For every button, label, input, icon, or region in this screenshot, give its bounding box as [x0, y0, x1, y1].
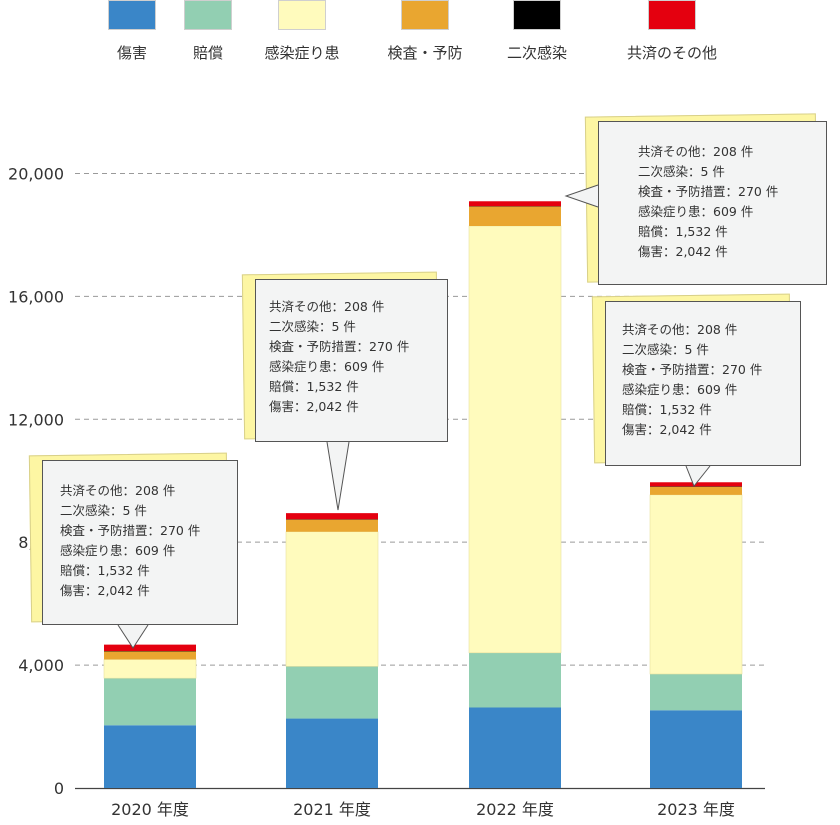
tooltip-line: 賠償：1,532 件 — [638, 224, 728, 239]
bar-segment — [103, 659, 197, 679]
legend-label: 二次感染 — [507, 44, 568, 62]
tooltip-line: 傷害：2,042 件 — [60, 583, 150, 598]
tooltip-text: 共済その他：208 件二次感染：5 件検査・予防措置：270 件感染症り患：60… — [269, 297, 409, 417]
bar-segment — [286, 513, 378, 520]
tooltip-line: 二次感染：5 件 — [60, 503, 147, 518]
bar-segment — [469, 206, 561, 226]
bar-stack — [649, 482, 743, 788]
bar-segment — [469, 707, 561, 788]
tooltip-line: 共済その他：208 件 — [269, 299, 385, 314]
tooltip-line: 賠償：1,532 件 — [269, 379, 359, 394]
tooltip-line: 共済その他：208 件 — [638, 144, 754, 159]
tooltip-line: 傷害：2,042 件 — [622, 422, 712, 437]
tooltip-line: 検査・予防措置：270 件 — [269, 339, 410, 354]
y-tick-label: 12,000 — [8, 410, 64, 429]
bar-segment — [650, 482, 742, 487]
x-tick-label: 2020 年度 — [111, 800, 189, 819]
legend-swatch — [278, 0, 326, 30]
legend-label: 賠償 — [192, 44, 223, 62]
bar-stack — [468, 201, 562, 788]
tooltip-line: 二次感染：5 件 — [622, 342, 709, 357]
tooltip-line: 傷害：2,042 件 — [269, 399, 359, 414]
tooltip-box — [605, 301, 801, 466]
y-tick-label: 0 — [54, 779, 64, 798]
legend-label: 検査・予防 — [387, 44, 463, 62]
bar-stack — [103, 644, 197, 788]
chart-legend: 傷害 賠償 感染症り患 検査・予防 二次感染 共済のその他 — [0, 0, 840, 80]
tooltip-line: 二次感染：5 件 — [638, 164, 725, 179]
bar-segment — [286, 718, 378, 788]
bar-segment — [286, 519, 378, 532]
bar-segment — [650, 674, 742, 711]
tooltip-box — [255, 279, 448, 442]
bar-segment — [649, 494, 743, 675]
bar-stack — [285, 513, 379, 788]
x-tick-label: 2021 年度 — [293, 800, 371, 819]
legend-item: 共済のその他 — [627, 0, 717, 63]
tooltip-text: 共済その他：208 件二次感染：5 件検査・予防措置：270 件感染症り患：60… — [638, 142, 778, 262]
tooltip-line: 感染症り患：609 件 — [60, 543, 176, 558]
bar-segment — [469, 201, 561, 207]
bar-segment — [285, 531, 379, 667]
legend-swatch — [648, 0, 696, 30]
legend-label: 傷害 — [116, 44, 147, 62]
tooltip-line: 検査・予防措置：270 件 — [638, 184, 779, 199]
tooltip-text: 共済その他：208 件二次感染：5 件検査・予防措置：270 件感染症り患：60… — [622, 320, 762, 440]
legend-item: 感染症り患 — [265, 0, 340, 63]
y-tick-label: 16,000 — [8, 287, 64, 306]
tooltip-line: 傷害：2,042 件 — [638, 244, 728, 259]
x-tick-label: 2023 年度 — [657, 800, 735, 819]
legend-swatch — [401, 0, 449, 30]
y-tick-label: 4,000 — [18, 656, 64, 675]
bar-segment — [104, 651, 196, 660]
tooltip-line: 感染症り患：609 件 — [638, 204, 754, 219]
bar-segment — [104, 644, 196, 652]
tooltip-line: 感染症り患：609 件 — [269, 359, 385, 374]
legend-swatch — [108, 0, 156, 30]
tooltip-text: 共済その他：208 件二次感染：5 件検査・予防措置：270 件感染症り患：60… — [60, 481, 200, 601]
legend-label: 共済のその他 — [627, 44, 718, 62]
tooltip-line: 賠償：1,532 件 — [60, 563, 150, 578]
bar-segment — [104, 725, 196, 788]
tooltip-line: 検査・予防措置：270 件 — [622, 362, 763, 377]
tooltip-line: 共済その他：208 件 — [60, 483, 176, 498]
legend-item: 賠償 — [184, 0, 232, 63]
legend-swatch — [513, 0, 561, 30]
bar-segment — [468, 225, 562, 654]
tooltip-line: 感染症り患：609 件 — [622, 382, 738, 397]
bars — [103, 201, 743, 788]
legend-item: 傷害 — [108, 0, 156, 63]
tooltip-line: 検査・予防措置：270 件 — [60, 523, 201, 538]
bar-segment — [469, 652, 561, 708]
legend-label: 感染症り患 — [264, 44, 340, 62]
legend-item: 二次感染 — [507, 0, 567, 63]
tooltip-line: 共済その他：208 件 — [622, 322, 738, 337]
bar-segment — [650, 710, 742, 788]
tooltip-box — [598, 121, 827, 285]
bar-segment — [650, 486, 742, 495]
y-tick-label: 20,000 — [8, 164, 64, 183]
tooltip-box — [42, 460, 238, 625]
tooltip-line: 賠償：1,532 件 — [622, 402, 712, 417]
bar-segment — [286, 666, 378, 719]
bar-segment — [104, 678, 196, 726]
x-tick-label: 2022 年度 — [476, 800, 554, 819]
legend-swatch — [184, 0, 232, 30]
legend-item: 検査・予防 — [388, 0, 463, 63]
x-axis: 2020 年度 2021 年度 2022 年度 2023 年度 — [111, 800, 735, 819]
tooltip-line: 二次感染：5 件 — [269, 319, 356, 334]
